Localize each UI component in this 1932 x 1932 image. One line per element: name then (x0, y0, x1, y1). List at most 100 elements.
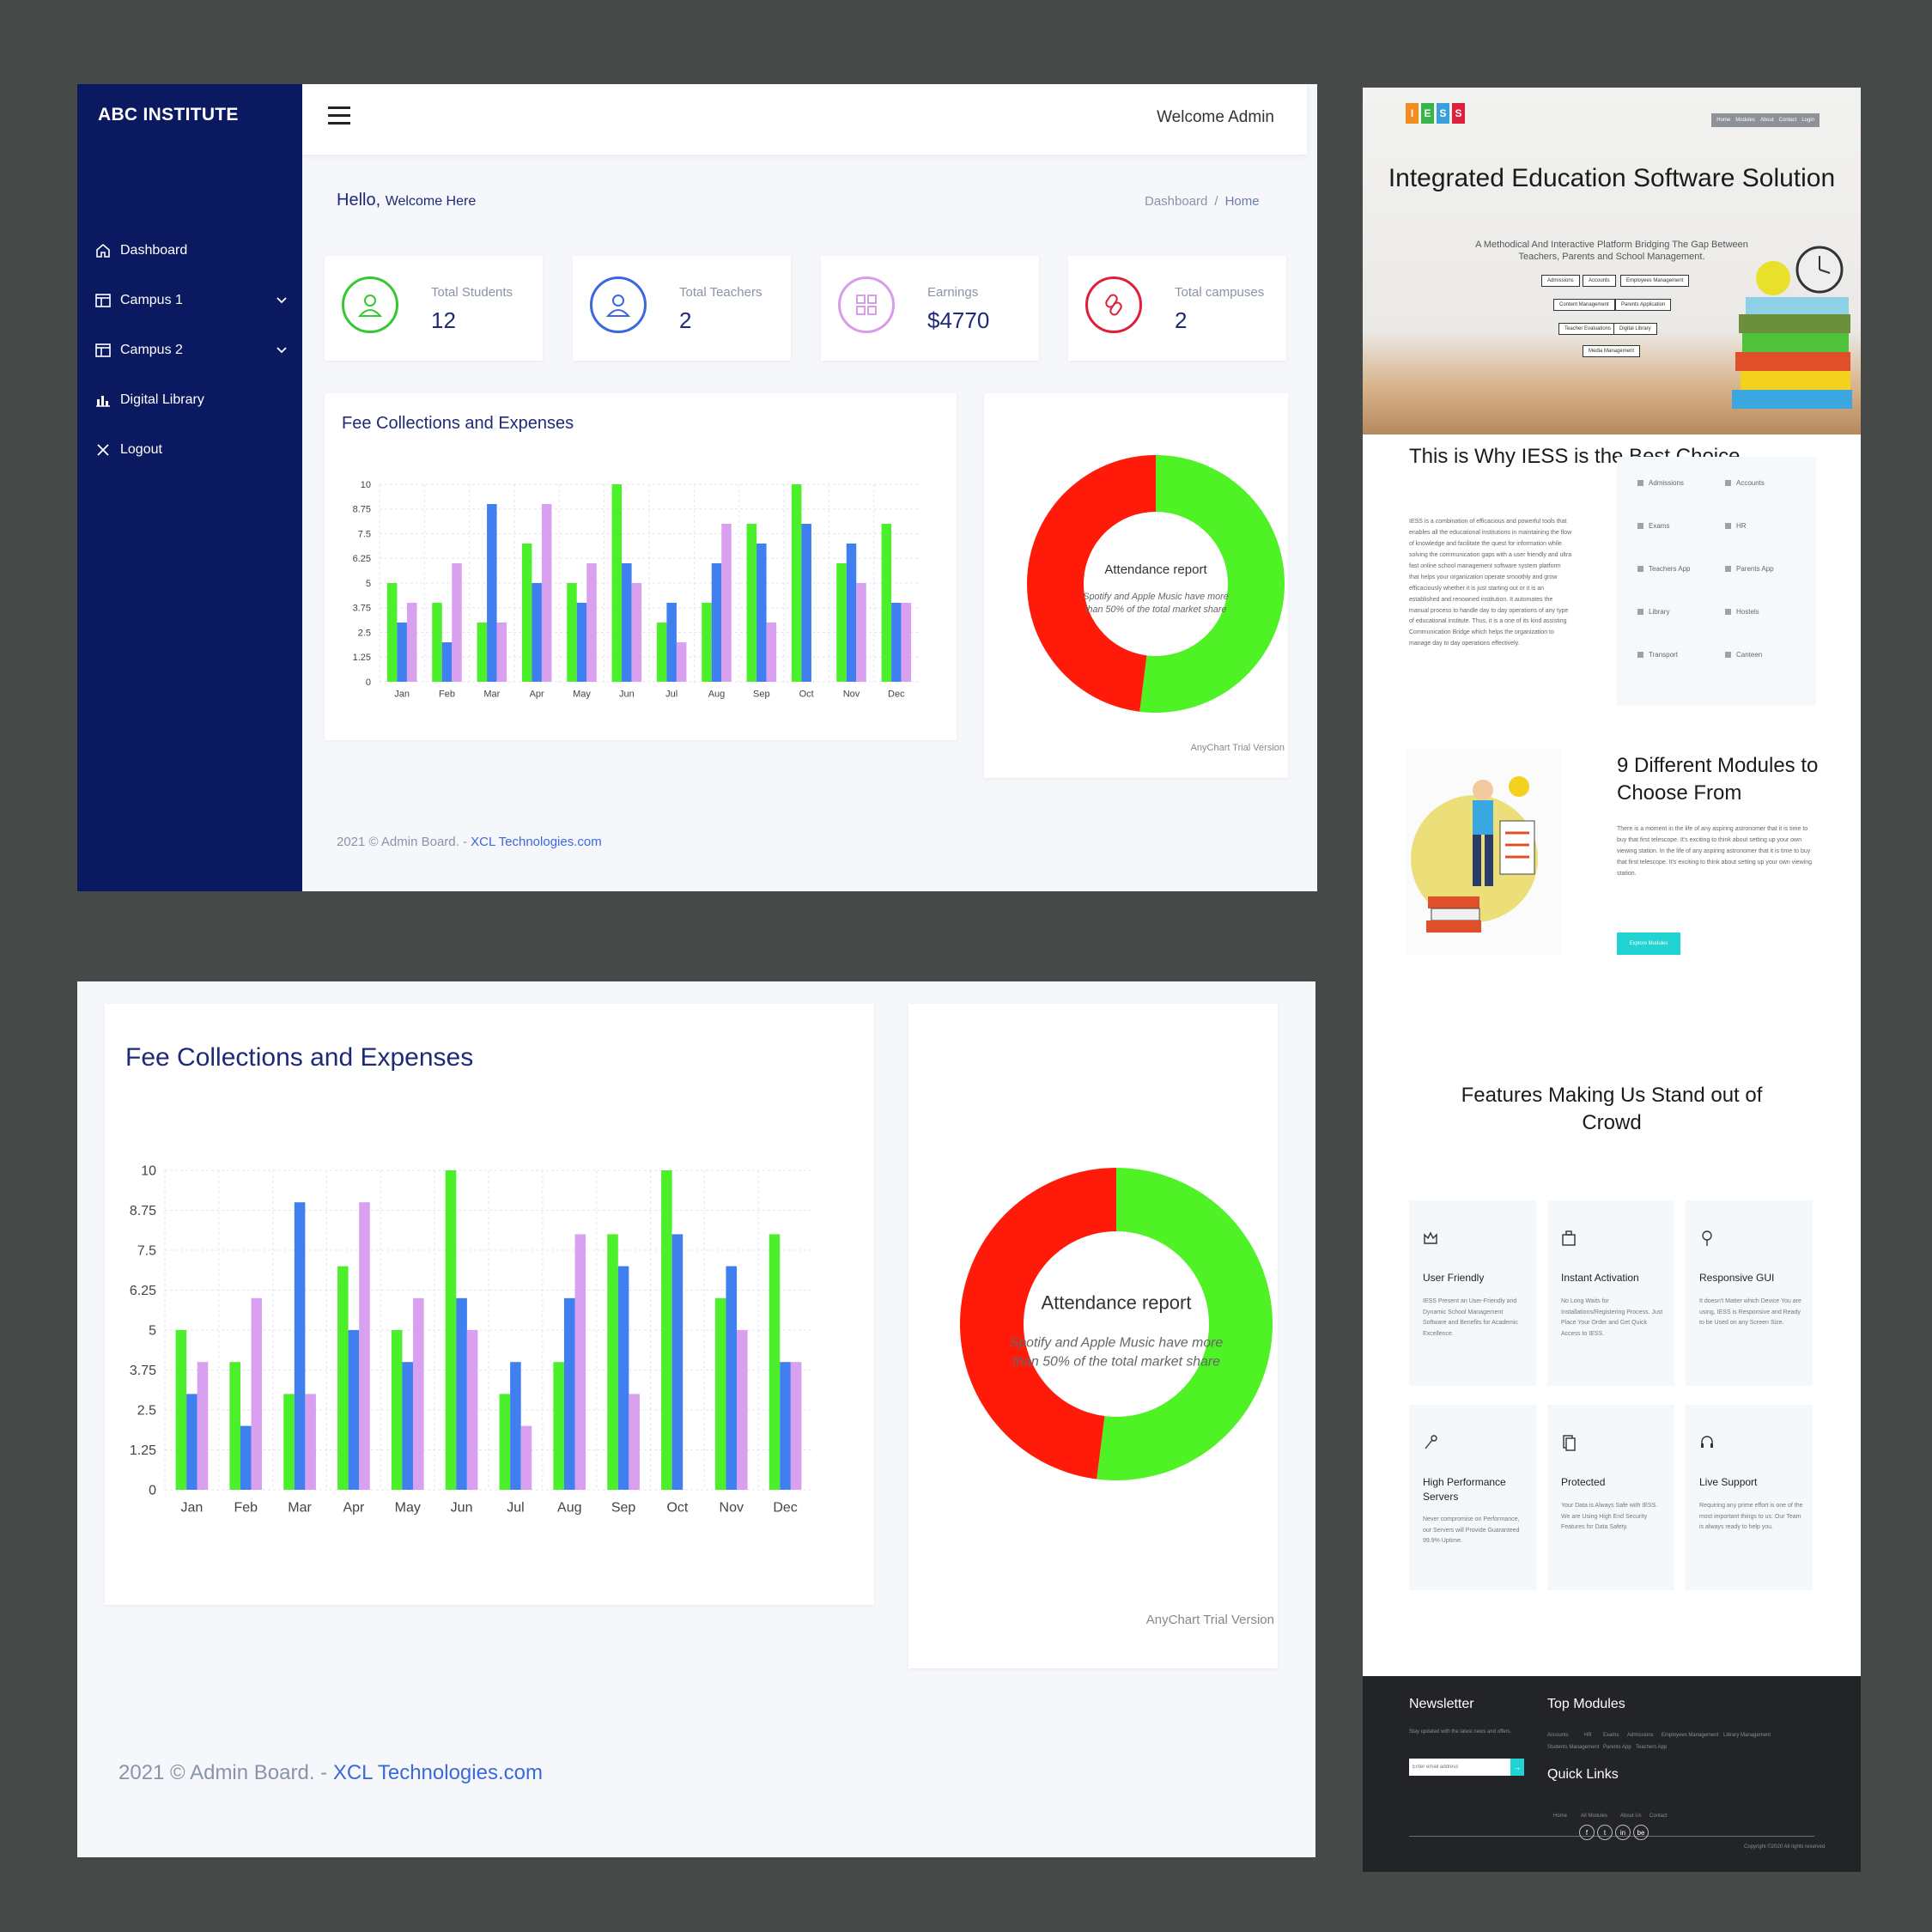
top-module-link[interactable]: Admissions (1627, 1733, 1654, 1738)
facebook-icon[interactable]: f (1579, 1825, 1595, 1840)
nav-link-about[interactable]: About (1759, 118, 1774, 123)
module-item[interactable]: Admissions (1637, 479, 1684, 487)
x-tick-label: Jun (619, 690, 635, 700)
y-tick-label: 1.25 (353, 653, 371, 663)
bar (881, 524, 892, 682)
donut-slice (959, 1168, 1116, 1479)
module-item[interactable]: Hostels (1725, 608, 1759, 616)
chevron-down-icon[interactable] (276, 294, 288, 306)
module-item[interactable]: Teachers App (1637, 565, 1690, 573)
module-item[interactable]: Exams (1637, 522, 1669, 530)
top-module-link[interactable]: Exams (1603, 1733, 1619, 1738)
bar (240, 1425, 252, 1490)
user-icon (590, 276, 647, 333)
feature-title: Protected (1561, 1476, 1606, 1488)
module-icon (1725, 523, 1731, 529)
breadcrumb-home[interactable]: Home (1224, 194, 1260, 209)
x-tick-label: Dec (773, 1501, 797, 1516)
hero-tag[interactable]: Teacher Evaluations (1558, 323, 1618, 335)
bar (499, 1394, 511, 1490)
nav-link-modules[interactable]: Modules (1735, 118, 1755, 123)
top-module-link[interactable]: Accounts (1547, 1733, 1569, 1738)
copyright-text: Copyright ©2020 All rights reserved (1744, 1844, 1826, 1850)
twitter-icon[interactable]: t (1597, 1825, 1613, 1840)
hero-tag[interactable]: Employees Management (1620, 275, 1690, 287)
module-item[interactable]: Parents App (1725, 565, 1774, 573)
linkedin-icon[interactable]: in (1615, 1825, 1631, 1840)
iess-logo[interactable]: I E S S (1406, 103, 1467, 124)
x-tick-label: Jan (181, 1501, 204, 1516)
fee-bar-chart-zoomed: 0 1.25 2.5 3.75 5 6.25 7.5 8.75 10 Jan Feb Mar Apr Ma… (130, 1164, 812, 1516)
chevron-down-icon[interactable] (276, 343, 288, 355)
sidebar-item-campus-1[interactable]: Campus 1 (94, 285, 288, 316)
newsletter-email-input[interactable] (1409, 1759, 1510, 1776)
hero-tag[interactable]: Digital Library (1613, 323, 1657, 335)
sidebar-item-campus-2[interactable]: Campus 2 (94, 335, 288, 366)
close-icon (97, 444, 109, 456)
hero-tag[interactable]: Admissions (1541, 275, 1580, 287)
module-item[interactable]: HR (1725, 522, 1747, 530)
bar (631, 583, 642, 682)
greeting: Hello, Welcome Here (337, 191, 476, 210)
hero-tag[interactable]: Content Management (1553, 299, 1615, 311)
feature-desc: Never compromise on Performance, our Ser… (1423, 1516, 1520, 1545)
module-item[interactable]: Transport (1637, 651, 1678, 659)
nav-link-home[interactable]: Home (1716, 118, 1731, 123)
bar (666, 603, 677, 682)
module-item[interactable]: Library (1637, 608, 1669, 616)
module-item[interactable]: Accounts (1725, 479, 1765, 487)
footer-link[interactable]: XCL Technologies.com (332, 1761, 543, 1784)
bar (791, 484, 802, 682)
newsletter-submit-button[interactable]: → (1510, 1759, 1524, 1776)
feature-desc: Requiring any prime effort is one of the… (1699, 1503, 1803, 1531)
quick-link[interactable]: About Us (1620, 1814, 1642, 1819)
breadcrumb-dashboard[interactable]: Dashboard (1145, 194, 1208, 209)
sidebar-item-dashboard[interactable]: Dashboard (94, 235, 288, 266)
quick-link[interactable]: Contact (1649, 1814, 1668, 1819)
hero-tag[interactable]: Media Management (1583, 345, 1641, 357)
stat-label: Total Teachers (679, 285, 762, 300)
quick-link[interactable]: All Modules (1581, 1814, 1608, 1819)
nav-link-login[interactable]: Login (1801, 118, 1814, 123)
donut-subtitle: than 50% of the total market share (1012, 1354, 1220, 1369)
top-modules-title: Top Modules (1547, 1697, 1625, 1711)
logo-letter: S (1452, 103, 1465, 124)
nav-link-contact[interactable]: Contact (1778, 118, 1797, 123)
top-module-link[interactable]: Parents App (1603, 1745, 1631, 1750)
teacher-illustration (1406, 749, 1560, 955)
top-module-link[interactable]: Library Management (1723, 1733, 1771, 1738)
bar (726, 1266, 738, 1490)
top-module-link[interactable]: Students Management (1547, 1745, 1600, 1750)
chart-credit: AnyChart Trial Version (1191, 743, 1285, 753)
explore-modules-button[interactable]: Explore Modules (1617, 933, 1680, 955)
sidebar-item-logout[interactable]: Logout (94, 434, 288, 465)
menu-toggle-icon[interactable] (328, 106, 350, 127)
footer-link[interactable]: XCL Technologies.com (471, 835, 602, 849)
top-module-link[interactable]: Teachers App (1636, 1745, 1668, 1750)
top-module-link[interactable]: HR (1584, 1733, 1592, 1738)
module-icon (1725, 566, 1731, 572)
quick-link[interactable]: Home (1553, 1814, 1568, 1819)
bar (305, 1394, 316, 1490)
sidebar-item-label: Dashboard (120, 243, 188, 258)
welcome-text: Welcome Admin (1157, 108, 1274, 126)
bar (186, 1394, 197, 1490)
layout-icon (95, 343, 111, 357)
y-tick-label: 6.25 (353, 554, 371, 564)
top-module-link[interactable]: Employees Management (1662, 1733, 1719, 1738)
attendance-donut-chart: Attendance report Spotify and Apple Music… (1026, 455, 1285, 753)
hero-tag[interactable]: Parents Application (1615, 299, 1672, 311)
fee-chart-card: Fee Collections and Expenses 0 1.25 2.5 3.7… (325, 393, 957, 740)
bar (780, 1362, 791, 1490)
stat-label: Total Students (431, 285, 513, 300)
behance-icon[interactable]: be (1633, 1825, 1649, 1840)
module-item[interactable]: Canteen (1725, 651, 1762, 659)
sidebar-item-digital-library[interactable]: Digital Library (94, 385, 288, 416)
x-tick-label: Oct (666, 1501, 688, 1516)
hero-tag[interactable]: Accounts (1583, 275, 1616, 287)
bar (496, 623, 507, 682)
module-icon (1637, 652, 1643, 658)
y-tick-label: 5 (149, 1324, 156, 1339)
x-tick-label: Sep (753, 690, 770, 700)
module-icon (1725, 652, 1731, 658)
